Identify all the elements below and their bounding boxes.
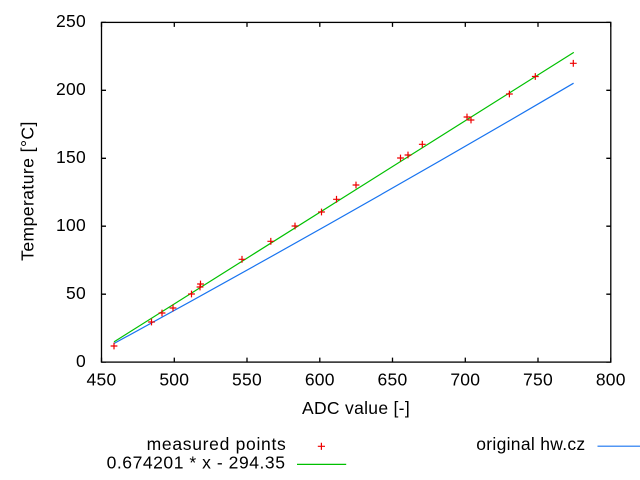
svg-text:750: 750 <box>523 370 553 390</box>
svg-text:50: 50 <box>66 283 86 303</box>
svg-text:600: 600 <box>305 370 335 390</box>
svg-text:ADC value [-]: ADC value [-] <box>302 398 410 418</box>
svg-text:650: 650 <box>378 370 408 390</box>
svg-text:200: 200 <box>56 79 86 99</box>
svg-text:0: 0 <box>76 351 86 371</box>
svg-text:Temperature [°C]: Temperature [°C] <box>17 121 37 261</box>
svg-text:800: 800 <box>596 370 626 390</box>
svg-text:700: 700 <box>450 370 480 390</box>
svg-text:100: 100 <box>56 215 86 235</box>
svg-text:original hw.cz: original hw.cz <box>476 434 585 454</box>
svg-text:450: 450 <box>87 370 117 390</box>
svg-text:measured points: measured points <box>147 434 287 454</box>
svg-text:150: 150 <box>56 147 86 167</box>
svg-text:550: 550 <box>232 370 262 390</box>
svg-text:0.674201 * x - 294.35: 0.674201 * x - 294.35 <box>107 452 286 472</box>
svg-text:250: 250 <box>56 11 86 31</box>
svg-text:500: 500 <box>159 370 189 390</box>
